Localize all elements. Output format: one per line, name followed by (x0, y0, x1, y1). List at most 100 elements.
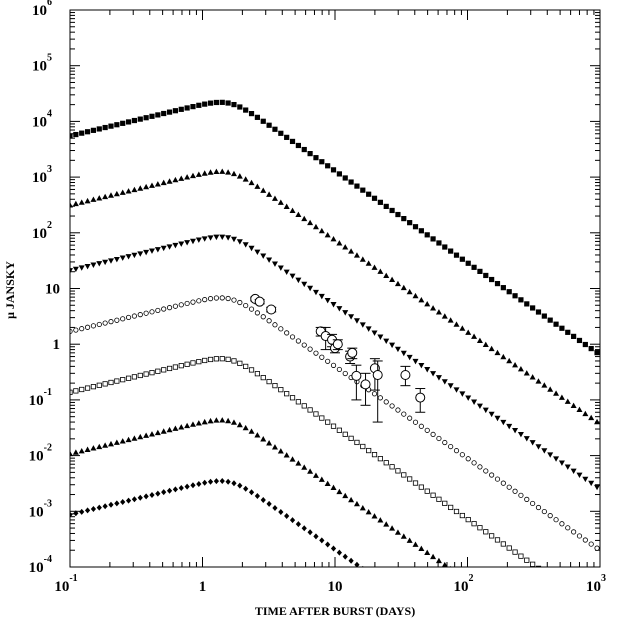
model-point (154, 429, 161, 436)
model-point (559, 521, 565, 527)
model-point (143, 183, 150, 190)
model-point (113, 256, 120, 263)
model-point (278, 387, 284, 393)
model-point (324, 231, 331, 238)
model-point (571, 529, 577, 535)
model-point (172, 176, 179, 183)
model-point (154, 247, 161, 253)
model-point (284, 391, 290, 397)
model-point (506, 484, 512, 490)
model-point (383, 203, 389, 210)
model-point (336, 488, 343, 495)
model-point (424, 427, 430, 433)
model-point (295, 142, 301, 149)
model-point (553, 517, 559, 523)
model-point (73, 388, 79, 394)
model-point (248, 306, 255, 312)
model-point (213, 356, 220, 362)
model-point (114, 122, 120, 128)
model-point (418, 296, 425, 303)
model-point (161, 367, 167, 373)
model-point (70, 133, 73, 139)
model-series-3 (70, 234, 600, 491)
model-point (301, 525, 307, 532)
model-point (489, 276, 495, 283)
model-point (483, 272, 489, 279)
model-point (148, 182, 155, 188)
model-point (517, 366, 524, 372)
model-point (207, 417, 214, 424)
model-point (324, 297, 331, 304)
model-point (471, 399, 478, 405)
model-point (330, 167, 337, 173)
model-point (430, 492, 436, 498)
observation-marker (332, 339, 343, 350)
model-point (383, 460, 389, 466)
model-point (564, 464, 571, 470)
model-point (225, 417, 232, 424)
model-point (371, 391, 378, 397)
model-point (231, 101, 237, 108)
model-point (278, 130, 284, 136)
model-point (400, 350, 407, 357)
model-point (494, 476, 501, 482)
model-point (160, 428, 167, 434)
model-point (225, 478, 231, 485)
y-tick-label: 10-2 (29, 443, 52, 465)
model-point (366, 447, 372, 454)
model-point (266, 257, 273, 263)
model-point (178, 424, 185, 430)
model-point (90, 384, 97, 390)
model-point (395, 407, 401, 413)
model-point (102, 381, 108, 387)
model-point (272, 504, 278, 511)
model-point (70, 450, 73, 457)
model-point (330, 236, 337, 242)
model-point (547, 386, 554, 392)
model-point (412, 480, 419, 486)
model-point (336, 549, 342, 556)
model-point (178, 175, 185, 181)
model-point (401, 215, 407, 222)
model-point (424, 367, 431, 373)
model-point (494, 280, 501, 287)
model-point (576, 472, 583, 479)
model-point (266, 318, 272, 324)
model-point (483, 468, 489, 474)
model-point (307, 407, 313, 413)
model-point (289, 138, 296, 145)
model-point (471, 264, 477, 270)
model-point (348, 435, 354, 441)
model-point (231, 480, 237, 487)
model-point (465, 395, 472, 401)
model-point (389, 342, 396, 349)
observation-point (351, 364, 362, 401)
model-point (125, 188, 132, 194)
model-point (190, 360, 196, 366)
model-point (553, 390, 560, 396)
model-point (272, 126, 278, 132)
model-point (488, 411, 495, 418)
model-point (441, 561, 448, 567)
model-point (219, 417, 226, 423)
model-point (184, 300, 190, 307)
model-point (295, 338, 301, 344)
model-point (559, 325, 565, 331)
model-point (348, 179, 354, 185)
model-point (202, 479, 208, 486)
model-point (506, 545, 512, 551)
model-point (184, 174, 191, 180)
model-point (594, 484, 600, 491)
model-point (213, 417, 220, 423)
model-point (353, 252, 360, 258)
model-point (530, 500, 536, 507)
model-point (149, 113, 155, 119)
model-point (360, 443, 366, 450)
model-point (442, 439, 448, 446)
model-point (184, 361, 190, 367)
model-point (107, 258, 114, 264)
model-point (406, 354, 413, 361)
model-point (447, 317, 454, 323)
model-point (453, 448, 460, 454)
model-point (79, 326, 85, 332)
